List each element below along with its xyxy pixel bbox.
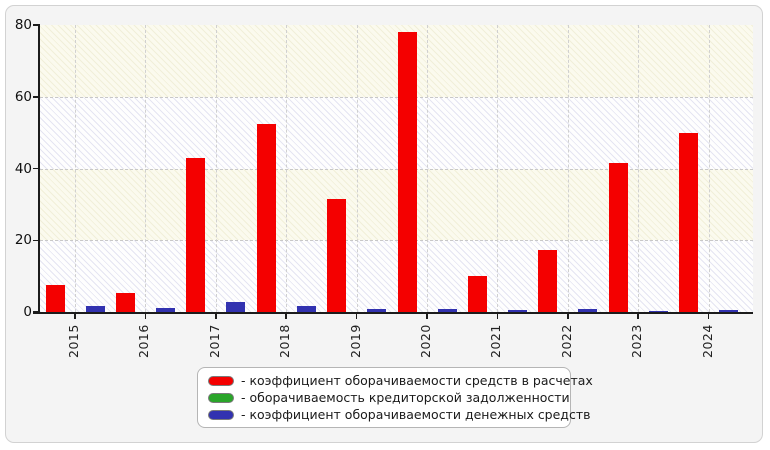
x-tick-mark (215, 313, 217, 319)
bar-series1-2018 (256, 123, 276, 312)
bar-series1-2020 (397, 32, 417, 312)
y-tick-mark (33, 167, 40, 170)
y-gridline (40, 168, 753, 170)
x-gridline (708, 25, 710, 312)
x-tick-label: 2015 (66, 324, 81, 358)
x-axis-line (33, 312, 753, 314)
x-tick-label: 2018 (277, 324, 293, 358)
plot-band (40, 168, 753, 241)
y-tick-label: 60 (14, 88, 32, 105)
x-tick-label: 2021 (488, 324, 504, 358)
x-tick-label: 2017 (206, 324, 222, 358)
x-gridline (356, 25, 358, 312)
legend-swatch-red-icon (208, 375, 234, 386)
x-gridline (497, 25, 499, 312)
x-tick-mark (355, 313, 358, 319)
x-tick-label: 2019 (347, 324, 363, 358)
legend-label: - коэффициент оборачиваемости денежных с… (241, 407, 591, 422)
bar-series1-2022 (538, 249, 558, 312)
plot-band (40, 96, 753, 169)
x-tick-mark (567, 313, 569, 319)
bar-series3-2018 (296, 305, 316, 312)
legend-swatch-green-icon (208, 392, 234, 403)
plot-band (40, 240, 753, 312)
legend-label: - оборачиваемость кредиторской задолженн… (241, 390, 570, 405)
legend-box: - коэффициент оборачиваемости средств в … (197, 367, 593, 428)
bar-series1-2016 (115, 292, 135, 312)
x-tick-label: 2024 (699, 324, 715, 358)
x-gridline (638, 25, 640, 312)
bar-series3-2021 (507, 309, 527, 312)
bar-series1-2021 (467, 276, 487, 312)
bar-series3-2024 (719, 309, 739, 312)
x-tick-label: 2016 (136, 324, 152, 358)
bar-series1-2019 (327, 198, 347, 312)
bar-series3-2020 (437, 309, 457, 312)
y-tick-label: 40 (14, 160, 32, 177)
y-tick-mark (33, 96, 40, 98)
y-gridline (40, 96, 753, 98)
x-tick-mark (74, 313, 76, 319)
x-tick-mark (707, 313, 710, 319)
bar-series1-2015 (45, 285, 65, 312)
x-tick-label: 2020 (418, 324, 433, 358)
x-gridline (215, 25, 217, 312)
x-gridline (427, 25, 428, 312)
y-gridline (40, 240, 753, 242)
bar-series3-2015 (85, 306, 105, 312)
x-gridline (145, 25, 147, 312)
x-tick-mark (285, 313, 287, 319)
x-tick-label: 2023 (629, 324, 645, 358)
x-tick-mark (637, 313, 639, 319)
bar-series3-2023 (648, 310, 668, 312)
legend-item: - коэффициент оборачиваемости средств в … (208, 373, 593, 388)
x-tick-mark (426, 313, 428, 319)
legend-item: - коэффициент оборачиваемости денежных с… (208, 407, 590, 422)
bar-series1-2023 (608, 163, 628, 312)
plot-band (40, 25, 753, 97)
x-gridline (75, 25, 76, 312)
y-axis-line (38, 25, 40, 314)
legend-item: - оборачиваемость кредиторской задолженн… (208, 390, 570, 405)
bar-series3-2019 (367, 308, 387, 312)
legend-label: - коэффициент оборачиваемости средств в … (241, 373, 593, 388)
y-tick-label: 0 (23, 304, 32, 320)
x-tick-mark (144, 313, 147, 319)
y-tick-mark (33, 239, 40, 241)
x-gridline (286, 25, 288, 312)
y-tick-label: 80 (14, 17, 32, 33)
x-tick-label: 2022 (558, 324, 574, 358)
bar-series1-2024 (679, 133, 699, 312)
bar-series3-2022 (578, 309, 598, 312)
y-tick-label: 20 (14, 232, 32, 249)
x-gridline (567, 25, 569, 312)
bar-series3-2016 (155, 308, 175, 312)
y-tick-mark (33, 24, 40, 26)
bar-series1-2017 (186, 157, 206, 312)
x-tick-mark (496, 313, 499, 319)
legend-swatch-blue-icon (208, 409, 234, 420)
bar-series3-2017 (226, 301, 246, 312)
